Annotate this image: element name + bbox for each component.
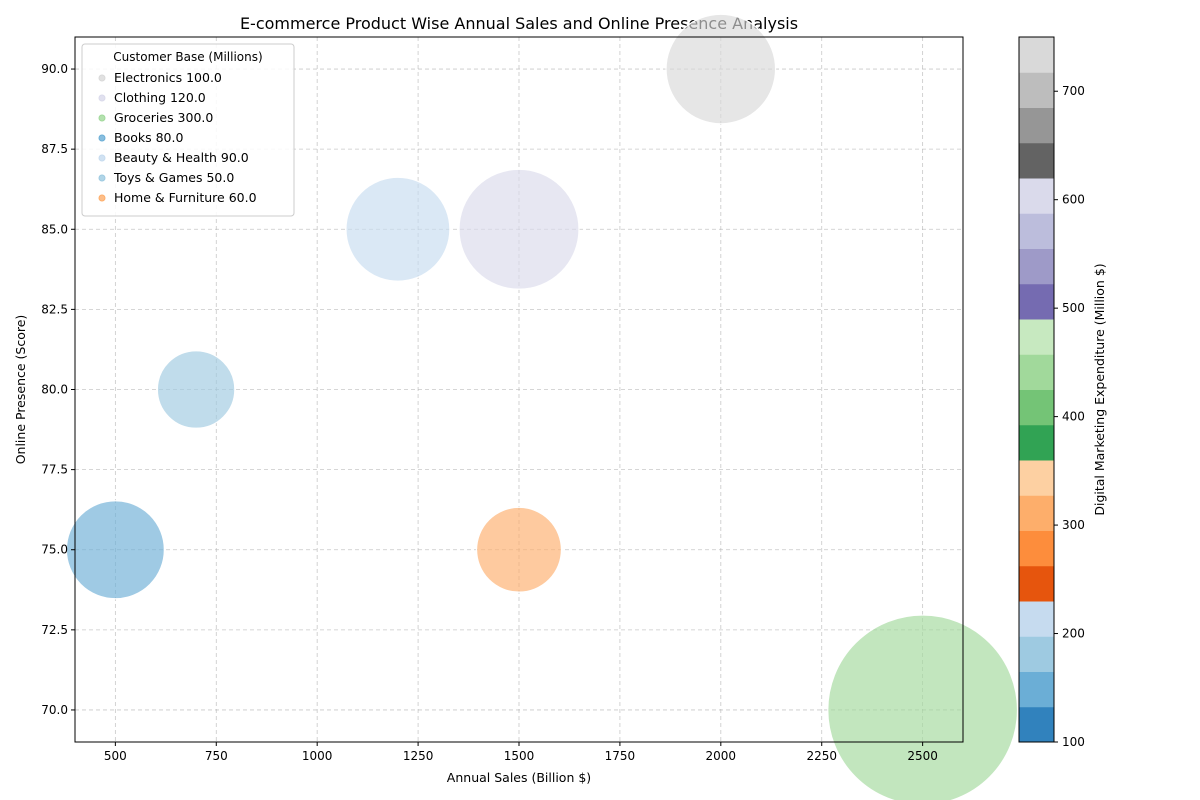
y-tick-label: 87.5 (41, 142, 68, 156)
colorbar: 100 200 300 400 500 600 700 (1018, 36, 1085, 749)
legend-marker (98, 194, 106, 202)
y-axis-label: Online Presence (Score) (13, 315, 28, 465)
x-tick-label: 2250 (806, 749, 837, 763)
x-tick-label: 1000 (302, 749, 333, 763)
colorbar-tick-label: 400 (1062, 410, 1085, 424)
colorbar-segment (1019, 389, 1054, 426)
legend-label: Beauty & Health 90.0 (114, 150, 249, 165)
x-tick-label: 2000 (706, 749, 737, 763)
legend-label: Toys & Games 50.0 (113, 170, 234, 185)
colorbar-segment (1019, 495, 1054, 531)
legend-marker (98, 94, 106, 102)
bubble-toys-games (156, 350, 236, 429)
bubble-beauty-health (345, 176, 451, 282)
legend-title: Customer Base (Millions) (113, 50, 262, 64)
colorbar-tick-label: 700 (1062, 84, 1085, 98)
legend-label: Home & Furniture 60.0 (114, 190, 257, 205)
x-tick-label: 1750 (605, 749, 636, 763)
y-tick-label: 90.0 (41, 62, 68, 76)
colorbar-segment (1019, 706, 1054, 743)
bubble-books (65, 500, 165, 600)
colorbar-segment (1019, 248, 1054, 285)
colorbar-label: Digital Marketing Expenditure (Million $… (1092, 263, 1107, 515)
bubble-groceries (827, 614, 1019, 800)
legend-box (81, 43, 295, 217)
x-axis-ticks: 500 750 1000 1250 1500 1750 2000 2250 2500 (104, 742, 938, 763)
colorbar-tick-label: 200 (1062, 627, 1085, 641)
legend-label: Electronics 100.0 (114, 70, 222, 85)
colorbar-tick-label: 600 (1062, 193, 1085, 207)
colorbar-segment (1019, 424, 1054, 461)
y-tick-label: 75.0 (41, 543, 68, 557)
x-tick-label: 1500 (504, 749, 535, 763)
colorbar-segment (1019, 530, 1054, 567)
x-tick-label: 2500 (907, 749, 938, 763)
legend-marker (98, 114, 106, 122)
bubble-home-furniture (475, 506, 563, 593)
colorbar-segment (1019, 178, 1054, 214)
colorbar-segment (1019, 565, 1054, 602)
chart-title: E-commerce Product Wise Annual Sales and… (240, 14, 798, 33)
colorbar-segment (1019, 460, 1054, 496)
x-axis-label: Annual Sales (Billion $) (447, 770, 591, 785)
y-axis-ticks: 70.0 72.5 75.0 77.5 80.0 82.5 85.0 87.5 90.0 (41, 62, 75, 717)
x-tick-label: 750 (205, 749, 228, 763)
legend-marker (98, 74, 106, 82)
colorbar-segment (1019, 601, 1054, 637)
legend-label: Clothing 120.0 (114, 90, 206, 105)
colorbar-segment (1019, 107, 1054, 144)
x-tick-label: 500 (104, 749, 127, 763)
colorbar-tick-label: 500 (1062, 301, 1085, 315)
y-tick-label: 70.0 (41, 703, 68, 717)
colorbar-tick-label: 100 (1062, 735, 1085, 749)
legend-marker (98, 154, 106, 162)
colorbar-segment (1019, 636, 1054, 672)
y-tick-label: 82.5 (41, 302, 68, 316)
colorbar-frame (1018, 36, 1055, 743)
colorbar-segment (1019, 37, 1054, 73)
legend-marker (98, 174, 106, 182)
legend-label: Groceries 300.0 (114, 110, 213, 125)
colorbar-segment (1019, 72, 1054, 108)
bubbles (65, 13, 1019, 800)
colorbar-segment (1019, 283, 1054, 320)
colorbar-segment (1019, 671, 1054, 708)
y-tick-label: 80.0 (41, 383, 68, 397)
legend-marker (98, 134, 106, 142)
colorbar-tick-label: 300 (1062, 518, 1085, 532)
colorbar-segment (1019, 142, 1054, 179)
bubble-electronics (665, 13, 777, 125)
colorbar-segment (1019, 354, 1054, 390)
legend: Customer Base (Millions) Electronics 100… (81, 43, 295, 217)
colorbar-segment (1019, 213, 1054, 249)
y-tick-label: 85.0 (41, 222, 68, 236)
y-tick-label: 72.5 (41, 623, 68, 637)
legend-items: Electronics 100.0 Clothing 120.0 Groceries… (98, 70, 257, 205)
bubble-clothing (458, 168, 580, 290)
y-tick-label: 77.5 (41, 463, 68, 477)
legend-label: Books 80.0 (114, 130, 183, 145)
colorbar-segment (1019, 319, 1054, 355)
x-tick-label: 1250 (403, 749, 434, 763)
